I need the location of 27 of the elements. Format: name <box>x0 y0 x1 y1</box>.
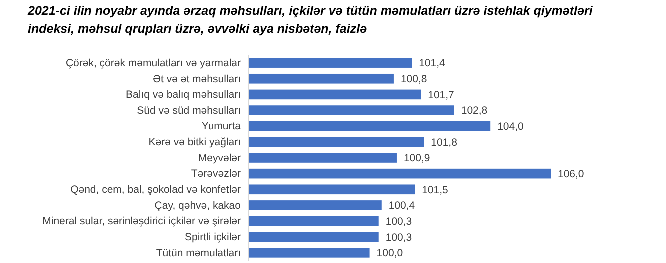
data-label: 100,3 <box>386 216 412 228</box>
y-tick-label: Tütün məmulatları <box>156 247 241 260</box>
y-tick-label: Çörək, çörək məmulatları və yarmalar <box>66 57 242 70</box>
y-tick-label: Kərə və bitki yağları <box>148 136 241 149</box>
data-label: 104,0 <box>498 121 524 134</box>
data-label: 100,0 <box>376 248 404 260</box>
data-label: 101,7 <box>428 89 455 102</box>
data-label: 102,8 <box>461 105 488 118</box>
data-label: 100,9 <box>404 152 430 165</box>
y-tick-label: Mineral sular, sərinləşdirici içkilər və şirələr <box>42 216 242 228</box>
data-label: 106,0 <box>558 168 584 180</box>
y-tick-label: Balıq və balıq məhsulları <box>126 89 241 102</box>
y-tick-label: Meyvələr <box>198 152 242 164</box>
data-label: 101,8 <box>431 136 458 149</box>
y-tick-label: Çay, qəhvə, kakao <box>154 200 242 212</box>
y-tick-label: Spirtli içkilər <box>184 231 242 244</box>
chart-title: 2021-ci ilin noyabr ayında ərzaq məhsulları, içkilər və tütün məmulatları üzrə istehlak qiymətləri indeksi, məhsul qrupları üzrə, əvvəlki aya nisbətən, faizlə <box>27 4 594 36</box>
y-tick-label: Tərəvəzlər <box>191 168 242 180</box>
data-label: 100,8 <box>400 74 428 86</box>
y-tick-label: Süd və süd məhsulları <box>137 104 241 117</box>
y-tick-label: Ət və ət məhsulları <box>153 73 241 86</box>
data-label: 101,5 <box>422 184 449 196</box>
data-label: 100,4 <box>388 200 416 212</box>
y-tick-label: Qənd, cem, bal, şokolad və konfetlər <box>70 184 242 196</box>
data-label: 100,3 <box>386 232 412 244</box>
y-tick-label: Yumurta <box>202 120 242 133</box>
data-label: 101,4 <box>419 58 446 70</box>
